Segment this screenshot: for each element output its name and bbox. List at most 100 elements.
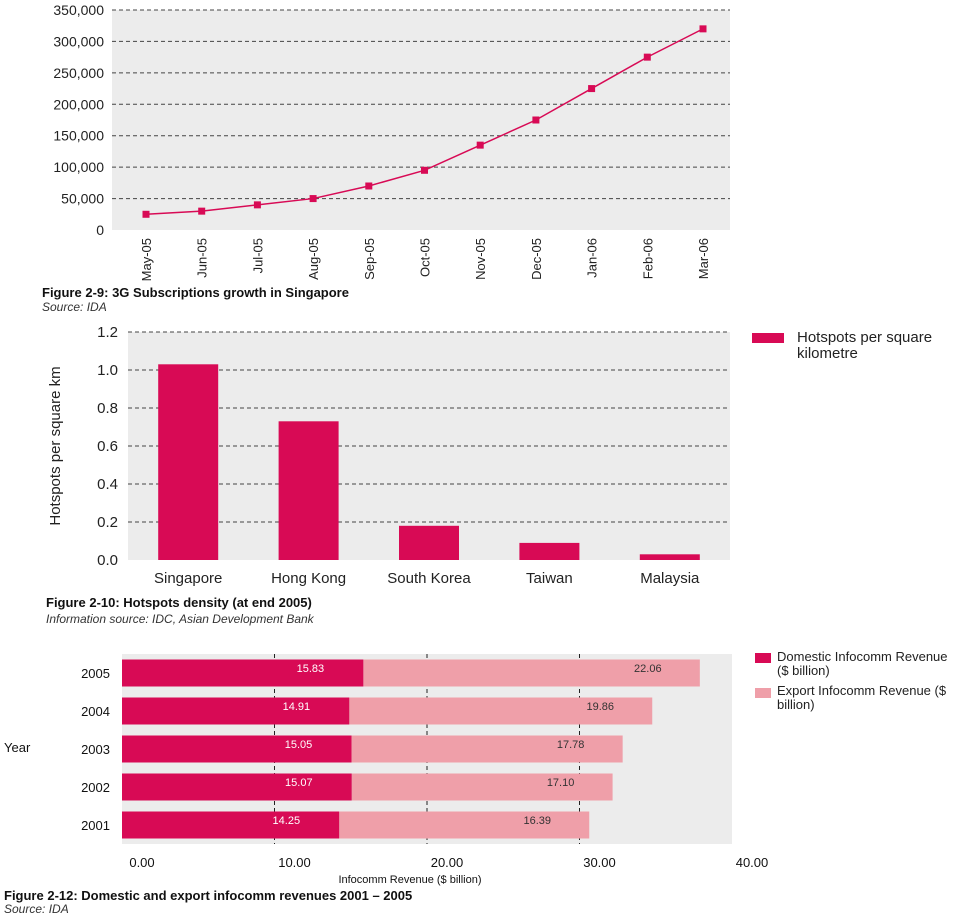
line-chart-x-tick-label: Feb-06 <box>640 238 655 279</box>
stacked-chart-x-axis-label: Infocomm Revenue ($ billion) <box>338 874 481 886</box>
export-revenue-bar <box>351 773 613 801</box>
line-chart-x-tick-label: Sep-05 <box>362 238 377 280</box>
export-legend-swatch <box>755 688 771 698</box>
line-chart-x-tick-label: Aug-05 <box>306 238 321 280</box>
line-chart-x-tick-label: Jan-06 <box>585 238 600 278</box>
line-chart-plot-area <box>112 10 730 230</box>
line-chart-x-tick-label: Nov-05 <box>473 238 488 280</box>
line-chart-x-axis: May-05 Jun-05 Jul-05 Aug-05 Sep-05 Oct-05 Nov-… <box>139 238 711 281</box>
export-value-label: 22.06 <box>634 663 662 675</box>
line-chart-y-tick-label: 0 <box>96 222 104 238</box>
figure-2-10-caption-text: Figure 2-10: Hotspots density (at end 20… <box>46 595 312 610</box>
stacked-chart-x-tick-label: 40.00 <box>736 855 769 870</box>
bar-chart-x-tick-label: Singapore <box>154 570 222 587</box>
subscriptions-data-point <box>699 25 707 33</box>
hotspots-bar <box>278 421 339 560</box>
stacked-chart-y-tick-label: 2002 <box>81 780 110 795</box>
bar-chart-y-tick-label: 0.4 <box>97 476 118 493</box>
export-revenue-bar <box>349 697 653 725</box>
bar-chart-y-tick-label: 1.2 <box>97 324 118 341</box>
line-chart-y-tick-label: 150,000 <box>53 128 104 144</box>
stacked-chart-x-tick-label: 20.00 <box>431 855 464 870</box>
domestic-value-label: 15.83 <box>297 663 325 675</box>
figure-2-12-caption: Figure 2-12: Domestic and export infocom… <box>4 888 412 903</box>
bar-chart-y-axis-label: Hotspots per square km <box>47 366 64 525</box>
bar-chart-y-tick-label: 0.8 <box>97 400 118 417</box>
hotspots-legend-label: Hotspots per square kilometre <box>797 329 933 362</box>
domestic-value-label: 15.07 <box>285 777 313 789</box>
bar-chart-gridlines <box>128 331 730 523</box>
stacked-chart-x-axis: 0.00 10.00 20.00 30.00 40.00 <box>129 855 768 870</box>
export-revenue-bar <box>351 735 623 763</box>
export-value-label: 16.39 <box>523 815 551 827</box>
hotspots-bar-chart: 0.0 0.2 0.4 0.6 0.8 1.0 1.2 Singapore Hong Kong… <box>47 324 730 587</box>
export-revenue-bar <box>363 659 700 687</box>
export-value-label: 17.10 <box>547 777 575 789</box>
stacked-chart-y-tick-label: 2005 <box>81 666 110 681</box>
line-chart-x-tick-label: May-05 <box>139 238 154 281</box>
line-chart-x-tick-label: Jul-05 <box>250 238 265 273</box>
domestic-value-label: 14.91 <box>283 701 311 713</box>
stacked-chart-x-tick-label: 10.00 <box>278 855 311 870</box>
subscriptions-data-point <box>309 195 317 203</box>
line-chart-y-tick-label: 100,000 <box>53 159 104 175</box>
export-revenue-bar <box>339 811 590 839</box>
hotspots-bar <box>399 525 459 560</box>
subscriptions-data-point <box>421 166 428 174</box>
revenue-stacked-bar-chart: 15.83 22.06 14.91 19.86 15.05 17.78 15.07 17.10… <box>4 654 768 886</box>
hotspots-bars <box>158 364 700 560</box>
bar-chart-y-tick-label: 0.6 <box>97 438 118 455</box>
figure-2-9-caption: Figure 2-9: 3G Subscriptions growth in S… <box>42 285 349 300</box>
stacked-chart-y-tick-label: 2001 <box>81 818 110 833</box>
bar-chart-y-tick-label: 0.0 <box>97 552 118 569</box>
domestic-revenue-bar <box>122 811 340 839</box>
bar-chart-y-tick-label: 0.2 <box>97 514 118 531</box>
line-chart-x-tick-label: Oct-05 <box>418 238 433 277</box>
line-chart-y-tick-label: 50,000 <box>61 191 104 207</box>
bar-chart-x-tick-label: Taiwan <box>526 570 573 587</box>
figure-2-9-caption-text: Figure 2-9: 3G Subscriptions growth in S… <box>42 285 349 300</box>
subscriptions-series-points <box>142 25 707 218</box>
domestic-revenue-bar <box>122 735 352 763</box>
stacked-chart-x-tick-label: 0.00 <box>129 855 154 870</box>
subscriptions-data-point <box>476 141 484 149</box>
figure-2-10-caption: Figure 2-10: Hotspots density (at end 20… <box>46 595 312 610</box>
stacked-chart-y-tick-label: 2004 <box>81 704 110 719</box>
figure-2-12-caption-text: Figure 2-12: Domestic and export infocom… <box>4 888 413 903</box>
bar-chart-x-tick-label: Hong Kong <box>271 570 346 587</box>
line-chart-x-tick-label: Jun-05 <box>195 238 210 278</box>
export-value-label: 19.86 <box>586 701 614 713</box>
subscriptions-data-point <box>198 207 206 215</box>
stacked-chart-y-axis: 2005 2004 2003 2002 2001 <box>81 666 110 833</box>
export-value-label: 17.78 <box>557 739 585 751</box>
domestic-legend-label: Domestic Infocomm Revenue ($ billion) <box>777 649 948 678</box>
subscriptions-data-point <box>365 182 373 190</box>
domestic-value-label: 15.05 <box>285 739 313 751</box>
subscriptions-data-point <box>588 85 596 93</box>
bar-chart-y-tick-label: 1.0 <box>97 362 118 379</box>
line-chart-y-tick-label: 200,000 <box>53 96 104 112</box>
stacked-chart-y-tick-label: 2003 <box>81 742 110 757</box>
line-chart-y-tick-label: 300,000 <box>53 33 104 49</box>
domestic-revenue-bar <box>122 773 352 801</box>
subscriptions-data-point <box>253 201 261 209</box>
hotspots-bar <box>158 364 219 560</box>
bar-chart-x-axis: Singapore Hong Kong South Korea Taiwan Malay… <box>154 570 700 587</box>
domestic-legend-swatch <box>755 653 771 663</box>
subscriptions-data-point <box>142 210 150 218</box>
line-chart-y-tick-label: 350,000 <box>53 2 104 18</box>
hotspots-bar <box>639 554 700 560</box>
figure-2-9-source: Source: IDA <box>42 300 107 314</box>
line-chart-y-tick-label: 250,000 <box>53 65 104 81</box>
export-legend-label: Export Infocomm Revenue ($ billion) <box>777 683 947 712</box>
domestic-value-label: 14.25 <box>273 815 301 827</box>
stacked-chart-y-axis-label: Year <box>4 740 31 755</box>
domestic-revenue-bar <box>122 697 350 725</box>
bar-chart-x-tick-label: Malaysia <box>640 570 700 587</box>
line-chart-y-axis: 0 50,000 100,000 150,000 200,000 250,000 300,0… <box>53 2 104 238</box>
bar-chart-y-axis: 0.0 0.2 0.4 0.6 0.8 1.0 1.2 <box>97 324 118 569</box>
hotspots-bar <box>519 542 580 560</box>
line-chart-x-tick-label: Dec-05 <box>529 238 544 280</box>
subscriptions-line-chart: 0 50,000 100,000 150,000 200,000 250,000 300,0… <box>53 2 730 281</box>
